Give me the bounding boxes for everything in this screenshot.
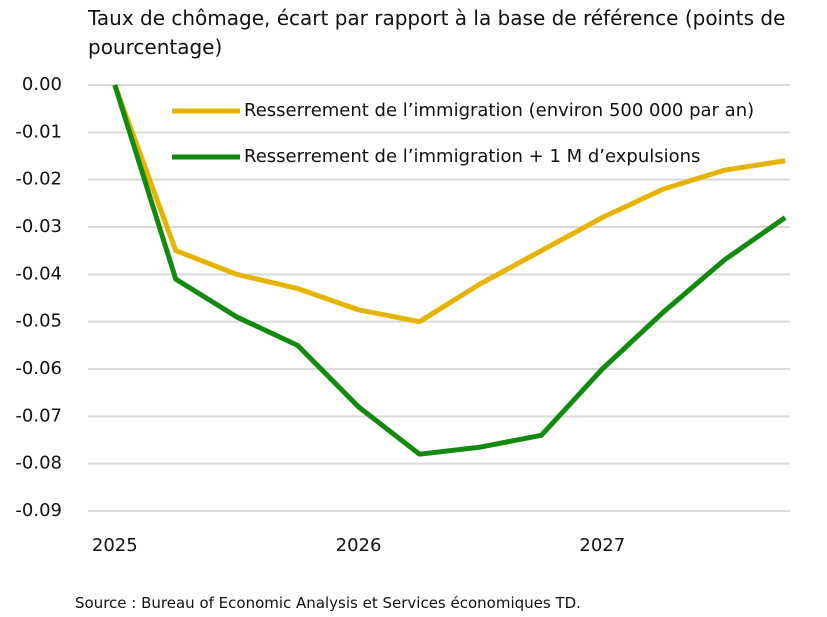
series-line: [112, 84, 787, 457]
y-tick-label: -0.02: [15, 169, 62, 190]
y-tick-label: -0.06: [15, 358, 62, 379]
x-tick-label: 2025: [92, 535, 138, 556]
series-line: [112, 84, 786, 325]
chart-title: Taux de chômage, écart par rapport à la …: [88, 6, 786, 59]
y-tick-label: -0.03: [15, 216, 62, 237]
y-tick-label: -0.01: [15, 121, 62, 142]
legend-label: Resserrement de l’immigration + 1 M d’ex…: [244, 146, 700, 167]
y-tick-label: -0.09: [15, 500, 62, 521]
y-tick-label: -0.07: [15, 405, 62, 426]
x-tick-label: 2026: [336, 535, 382, 556]
y-tick-label: -0.08: [15, 453, 62, 474]
source-note: Source : Bureau of Economic Analysis et …: [75, 594, 581, 612]
y-tick-label: -0.05: [15, 311, 62, 332]
legend-label: Resserrement de l’immigration (environ 5…: [244, 100, 754, 121]
y-tick-label: 0.00: [22, 74, 62, 95]
x-tick-label: 2027: [579, 535, 625, 556]
y-tick-label: -0.04: [15, 263, 62, 284]
